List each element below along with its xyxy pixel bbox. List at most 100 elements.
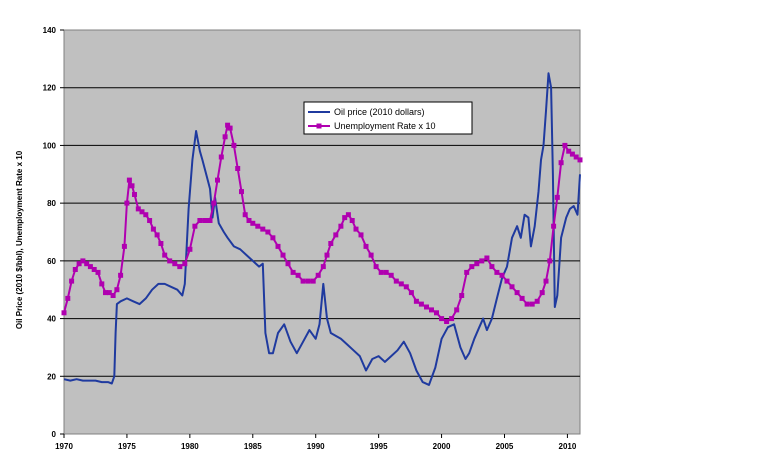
data-point (519, 295, 525, 301)
legend-unemployment-label: Unemployment Rate x 10 (334, 121, 436, 131)
data-point (398, 281, 404, 287)
data-point (479, 258, 485, 264)
y-axis-ticks: 0 20 40 60 80 100 120 140 (43, 26, 64, 439)
data-point (509, 284, 515, 290)
data-point (118, 272, 124, 278)
y-tick-label: 0 (52, 430, 57, 439)
data-point (167, 258, 173, 264)
data-point (373, 264, 379, 270)
data-point (99, 281, 105, 287)
data-point (573, 154, 579, 160)
data-point (150, 226, 156, 232)
data-point (408, 290, 414, 296)
data-point (162, 252, 168, 258)
x-tick-label: 1985 (244, 442, 262, 451)
data-point (434, 310, 439, 316)
data-point (202, 218, 208, 223)
data-point (403, 284, 409, 290)
data-point (222, 134, 228, 140)
data-point (562, 142, 568, 148)
y-tick-label: 80 (47, 199, 56, 208)
data-point (566, 148, 572, 154)
data-point (305, 278, 311, 284)
data-point (349, 218, 355, 223)
data-point (504, 278, 510, 284)
data-point (489, 264, 495, 270)
data-point (388, 272, 394, 278)
data-point (132, 192, 137, 197)
data-point (72, 267, 78, 272)
data-point (239, 189, 244, 195)
data-point (577, 157, 583, 163)
data-point (225, 122, 231, 128)
data-point (121, 243, 127, 249)
gridlines (64, 87, 580, 377)
data-point (324, 252, 330, 258)
data-point (182, 261, 188, 267)
data-point (177, 264, 183, 270)
data-point (114, 287, 120, 293)
x-axis-ticks: 1970 1975 1980 1985 1990 1995 2000 2005 2010 (55, 434, 577, 451)
data-point (76, 261, 82, 267)
data-point (569, 151, 575, 157)
data-point (378, 269, 384, 275)
data-point (110, 293, 116, 298)
data-point (227, 125, 233, 131)
data-point (524, 301, 530, 307)
data-point (69, 278, 75, 284)
data-point (554, 194, 560, 200)
x-tick-label: 2010 (559, 442, 577, 451)
legend-unemployment-marker (316, 123, 322, 129)
data-point (147, 218, 153, 223)
data-point (285, 261, 291, 267)
data-point (143, 212, 149, 218)
data-point (558, 160, 564, 166)
series-line-0 (63, 72, 581, 386)
data-point (333, 232, 339, 238)
data-point (290, 269, 296, 275)
data-point (514, 290, 520, 296)
data-point (484, 255, 490, 261)
data-point (211, 200, 217, 206)
data-point (551, 223, 557, 229)
data-point (429, 307, 434, 313)
data-point (270, 235, 276, 241)
data-point (250, 220, 256, 226)
data-point (255, 223, 261, 229)
data-point (424, 304, 429, 310)
data-point (459, 293, 465, 298)
data-point (300, 278, 306, 284)
data-point (315, 272, 321, 278)
data-point (469, 264, 475, 270)
data-point (84, 261, 90, 267)
data-point (197, 218, 203, 223)
data-point (235, 166, 241, 171)
x-tick-label: 1995 (370, 442, 388, 451)
data-point (126, 177, 132, 183)
x-tick-label: 2000 (433, 442, 451, 451)
y-tick-label: 100 (43, 141, 57, 150)
legend-oil-label: Oil price (2010 dollars) (334, 107, 425, 117)
data-point (363, 243, 369, 249)
data-point (192, 223, 198, 229)
data-point (129, 183, 135, 189)
data-point (338, 223, 344, 229)
data-point (91, 267, 97, 272)
x-tick-label: 1990 (307, 442, 325, 451)
data-point (158, 241, 164, 246)
data-point (439, 316, 445, 322)
data-point (80, 258, 86, 264)
data-point (154, 232, 160, 238)
data-point (124, 200, 130, 206)
data-point (328, 241, 334, 246)
data-point (358, 232, 364, 238)
data-point (139, 209, 145, 215)
data-point (215, 177, 220, 183)
data-point (393, 278, 399, 284)
plot-area (63, 29, 581, 435)
data-point (543, 278, 549, 284)
data-point (172, 261, 178, 267)
data-point (418, 301, 424, 307)
